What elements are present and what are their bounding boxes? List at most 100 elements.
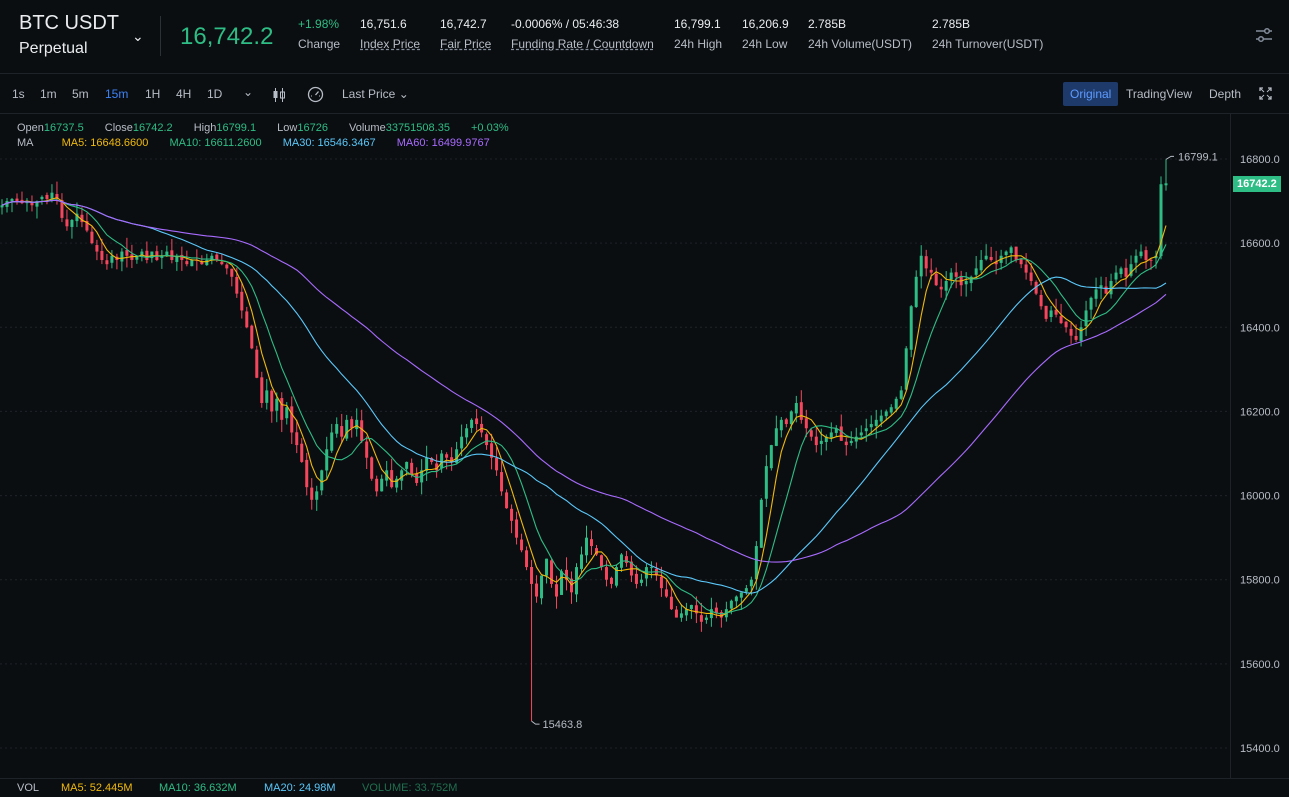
candle-body (190, 259, 194, 267)
candle-body (150, 251, 154, 259)
candle-body (659, 576, 663, 589)
interval-1s[interactable]: 1s (12, 87, 25, 101)
candle-body (704, 617, 708, 620)
symbol-name[interactable]: BTC USDT (19, 12, 119, 34)
settings-sliders-icon[interactable] (1255, 26, 1273, 44)
candle-body (784, 419, 788, 425)
candle-body (1144, 250, 1148, 260)
candle-body (819, 440, 823, 444)
candle-body (240, 291, 244, 311)
candle-body (410, 462, 414, 475)
candle-body (170, 250, 174, 260)
stat-4: 16,799.1 24h High (674, 17, 722, 51)
price-type-dropdown[interactable]: Last Price ⌄ (342, 87, 409, 101)
candle-body (789, 411, 793, 425)
interval-5m[interactable]: 5m (72, 87, 89, 101)
candle-body (260, 377, 264, 404)
candle-body (764, 466, 768, 499)
stat-7: 2.785B 24h Turnover(USDT) (932, 17, 1043, 51)
candle-body (525, 550, 529, 568)
fullscreen-icon[interactable] (1259, 87, 1272, 100)
stat-2[interactable]: 16,742.7 Fair Price (440, 17, 491, 51)
view-tradingview[interactable]: TradingView (1126, 87, 1193, 101)
view-original[interactable]: Original (1063, 82, 1119, 106)
candle-body (415, 473, 419, 483)
candle-body (1049, 310, 1053, 317)
candle-ohlc-info: Open16737.5 Close16742.2 High16799.1 Low… (17, 122, 509, 134)
candle-body (584, 537, 588, 556)
ma5-legend: MA5: 16648.6600 (61, 137, 149, 149)
candle-body (989, 256, 993, 260)
candle-body (315, 491, 319, 500)
ma10-line (1, 199, 1167, 615)
indicators-gauge-icon[interactable] (307, 86, 324, 103)
candle-body (405, 461, 409, 469)
candles-group (0, 159, 1168, 722)
candle-body (669, 596, 673, 610)
candle-body (375, 478, 379, 492)
candle-body (335, 424, 339, 434)
candle-body (295, 432, 299, 446)
more-intervals-chevron-icon[interactable]: ⌄ (243, 85, 254, 99)
candle-body (95, 245, 99, 252)
interval-4H[interactable]: 4H (176, 87, 192, 101)
candle-body (1004, 251, 1008, 256)
candle-body (535, 583, 539, 597)
candle-body (879, 415, 883, 422)
y-tick-label: 16600.0 (1240, 238, 1280, 250)
candle-body (699, 615, 703, 622)
interval-1m[interactable]: 1m (40, 87, 57, 101)
candle-body (310, 487, 314, 500)
candle-body (200, 261, 204, 265)
stat-label: 24h Turnover(USDT) (932, 37, 1044, 51)
candle-body (1029, 272, 1033, 282)
stat-label: 24h Low (742, 37, 788, 51)
candle-body (904, 348, 908, 390)
ma30-legend: MA30: 16546.3467 (282, 137, 376, 149)
candle-body (934, 273, 938, 286)
contract-type[interactable]: Perpetual (19, 40, 88, 57)
candle-body (739, 592, 743, 598)
candle-body (50, 192, 54, 199)
candle-body (974, 268, 978, 275)
candle-body (465, 428, 469, 438)
ma60-legend: MA60: 16499.9767 (396, 137, 490, 149)
chevron-down-icon[interactable]: ⌄ (132, 28, 144, 44)
chart-toolbar: 1s 1m 5m 15m 1H 4H 1D ⌄ Last Price ⌄ Original T… (0, 74, 1289, 114)
candle-body (140, 251, 144, 257)
view-depth[interactable]: Depth (1209, 87, 1242, 101)
candle-body (250, 325, 254, 349)
interval-15m[interactable]: 15m (105, 87, 129, 101)
volume-legend: VOL MA5: 52.445M MA10: 36.632M MA20: 24.… (0, 778, 1289, 797)
candle-body (325, 449, 329, 471)
stat-1[interactable]: 16,751.6 Index Price (360, 17, 420, 51)
interval-1D[interactable]: 1D (207, 87, 223, 101)
interval-1H[interactable]: 1H (145, 87, 161, 101)
candle-body (390, 470, 394, 488)
candle-body (814, 436, 818, 446)
candlestick-chart[interactable]: 16800.0 16600.0 16400.0 16200.0 16000.0 15800… (0, 114, 1289, 779)
candle-body (460, 436, 464, 449)
candle-body (1024, 264, 1028, 273)
low-marker (531, 720, 540, 725)
candle-body (1094, 289, 1098, 299)
stat-label: 24h High (674, 37, 723, 51)
candle-body (729, 600, 733, 609)
candle-body (305, 459, 309, 488)
high-label: 16799.1 (1178, 151, 1218, 163)
stat-3[interactable]: -0.0006% / 05:46:38 Funding Rate / Countd… (511, 17, 654, 51)
candle-body (545, 558, 549, 576)
y-tick-label: 16200.0 (1240, 406, 1280, 418)
candle-body (510, 508, 514, 521)
y-tick-label: 15800.0 (1240, 575, 1280, 587)
candle-body (1149, 259, 1153, 261)
candle-body (0, 205, 4, 208)
candle-body (555, 584, 559, 597)
candle-body (355, 419, 359, 430)
stat-0: +1.98% Change (298, 17, 340, 51)
candlestick-type-icon[interactable] (272, 87, 286, 103)
candle-body (684, 609, 688, 616)
low-label: 15463.8 (543, 719, 583, 731)
candle-body (490, 443, 494, 458)
candle-body (285, 407, 289, 419)
